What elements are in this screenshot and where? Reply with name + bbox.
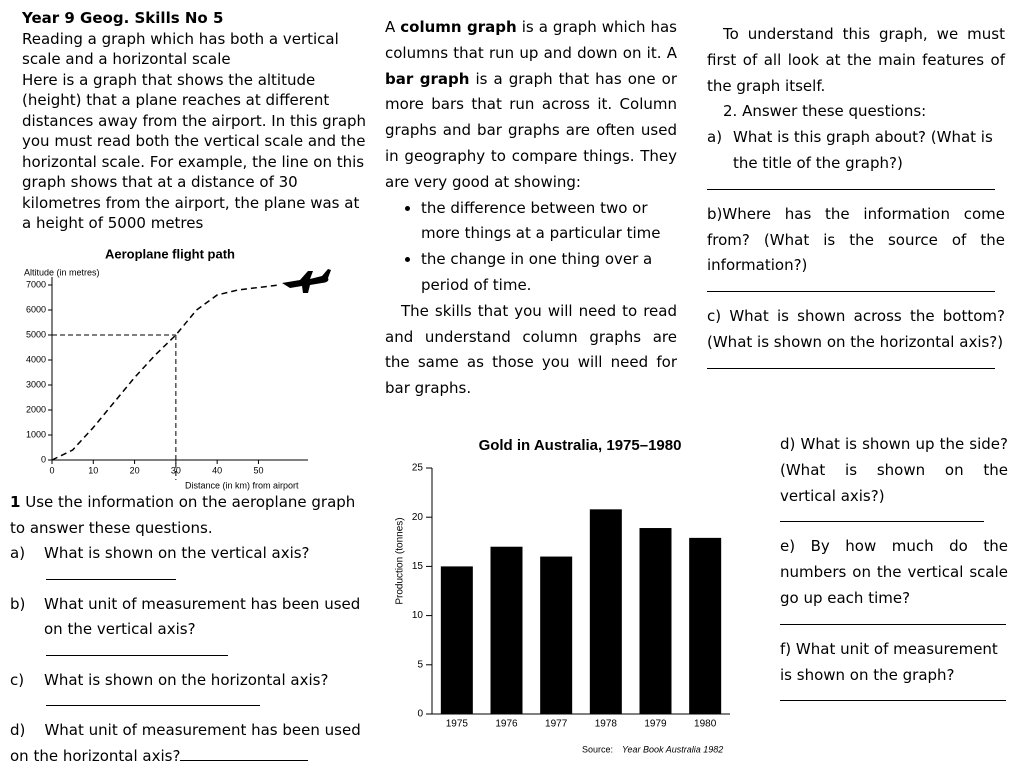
item-label: f) bbox=[780, 639, 792, 658]
y-axis-label: Altitude (in metres) bbox=[24, 267, 100, 277]
item-label: c) bbox=[10, 670, 25, 689]
term: bar graph bbox=[385, 69, 470, 88]
item-label: a) bbox=[10, 544, 26, 562]
questions-2: To understand this graph, we must first … bbox=[707, 22, 1005, 381]
plane-icon bbox=[282, 269, 331, 293]
bar bbox=[589, 509, 622, 714]
x-tick-label: 50 bbox=[253, 465, 263, 475]
subtitle: Reading a graph which has both a vertica… bbox=[22, 29, 339, 69]
y-tick-label: 7000 bbox=[26, 279, 46, 289]
y-tick-label: 6000 bbox=[26, 304, 46, 314]
y-tick-label: 3000 bbox=[26, 379, 46, 389]
source-label: Source: bbox=[582, 744, 613, 754]
y-tick-label: 15 bbox=[412, 561, 424, 572]
left-intro: Year 9 Geog. Skills No 5 Reading a graph… bbox=[22, 8, 372, 234]
answer-line bbox=[707, 364, 995, 369]
x-tick-label: 1977 bbox=[545, 719, 568, 730]
y-tick-label: 20 bbox=[412, 512, 424, 523]
item-label: d) bbox=[780, 435, 796, 453]
y-axis-label: Production (tonnes) bbox=[395, 517, 406, 604]
answer-line bbox=[46, 575, 176, 580]
source: Year Book Australia 1982 bbox=[622, 744, 723, 754]
x-tick-label: 1975 bbox=[446, 719, 469, 730]
item-label: c) bbox=[707, 307, 722, 326]
x-tick-label: 1979 bbox=[644, 719, 667, 730]
flight-line bbox=[51, 284, 280, 461]
q2-heading: 2. Answer these questions: bbox=[723, 102, 927, 121]
x-axis-label: Distance (in km) from airport bbox=[185, 480, 299, 490]
bar-chart: Gold in Australia, 1975–1980 Production (… bbox=[395, 437, 730, 754]
x-tick-label: 1978 bbox=[595, 719, 618, 730]
x-tick-label: 10 bbox=[88, 465, 98, 475]
q2-intro: To understand this graph, we must first … bbox=[707, 25, 1005, 95]
text-part: is a graph which has columns that run up… bbox=[385, 18, 677, 62]
item-label: a) bbox=[707, 128, 723, 147]
title: Year 9 Geog. Skills No 5 bbox=[22, 9, 224, 27]
x-tick-label: 1976 bbox=[495, 719, 518, 730]
y-tick-label: 5 bbox=[417, 659, 423, 670]
chart-title: Aeroplane flight path bbox=[105, 246, 235, 261]
bar bbox=[440, 566, 473, 714]
x-tick-label: 0 bbox=[49, 465, 54, 475]
questions-2-cont: d) What is shown up the side?(What is sh… bbox=[780, 432, 1008, 713]
y-tick-label: 1000 bbox=[26, 429, 46, 439]
term: column graph bbox=[400, 18, 517, 36]
column-text: A column graph is a graph which has colu… bbox=[385, 15, 677, 402]
y-tick-label: 10 bbox=[412, 610, 424, 621]
item-text: By how much do the numbers on the vertic… bbox=[780, 537, 1008, 607]
item-text: What is this graph about? (What is the t… bbox=[733, 128, 993, 172]
answer-line bbox=[707, 185, 995, 190]
questions-1: 1 Use the information on the aeroplane g… bbox=[10, 490, 365, 769]
intro: Here is a graph that shows the altitude … bbox=[22, 70, 367, 233]
item-label: b) bbox=[10, 594, 26, 613]
text-part: A bbox=[385, 18, 401, 36]
answer-line bbox=[780, 620, 1006, 625]
bullet: the difference between two or more thing… bbox=[421, 196, 677, 248]
x-tick-label: 20 bbox=[130, 465, 140, 475]
bar bbox=[540, 556, 573, 714]
item-label: e) bbox=[780, 537, 796, 556]
y-tick-label: 0 bbox=[417, 709, 423, 720]
item-text: What unit of measurement has been used o… bbox=[44, 594, 361, 639]
text-part: is a graph that has one or more bars tha… bbox=[385, 69, 677, 191]
question-lead: Use the information on the aeroplane gra… bbox=[10, 493, 356, 537]
item-label: d) bbox=[10, 721, 26, 739]
item-text: What is shown up the side?(What is shown… bbox=[780, 435, 1008, 505]
item-text: What is shown on the vertical axis? bbox=[44, 544, 310, 562]
y-tick-label: 4000 bbox=[26, 354, 46, 364]
answer-line bbox=[46, 651, 228, 656]
item-text: What is shown on the horizontal axis? bbox=[44, 670, 329, 689]
item-text: What is shown across the bottom?(What is… bbox=[707, 307, 1005, 351]
y-tick-label: 5000 bbox=[26, 329, 46, 339]
item-text: What unit of measurement is shown on the… bbox=[780, 639, 998, 684]
item-text: What unit of measurement has been used o… bbox=[10, 721, 361, 765]
bar bbox=[639, 528, 672, 714]
x-tick-label: 40 bbox=[212, 465, 222, 475]
bar bbox=[490, 546, 523, 714]
bar bbox=[689, 537, 722, 714]
answer-line bbox=[780, 517, 984, 523]
x-tick-label: 30 bbox=[171, 465, 181, 475]
answer-line bbox=[46, 701, 260, 706]
question-number: 1 bbox=[10, 493, 21, 511]
chart-title: Gold in Australia, 1975–1980 bbox=[479, 437, 682, 454]
item-text: Where has the information come from? (Wh… bbox=[707, 204, 1005, 275]
y-tick-label: 2000 bbox=[26, 404, 46, 414]
y-tick-label: 25 bbox=[412, 463, 424, 474]
answer-line bbox=[707, 287, 995, 293]
item-label: b) bbox=[707, 204, 723, 223]
bullet: the change in one thing over a period of… bbox=[421, 247, 677, 299]
answer-line bbox=[780, 696, 1006, 702]
y-tick-label: 0 bbox=[41, 454, 46, 464]
answer-line bbox=[180, 759, 309, 761]
line-chart: Aeroplane flight path Altitude (in metres… bbox=[24, 246, 331, 490]
x-tick-label: 1980 bbox=[694, 719, 717, 730]
closing: The skills that you will need to read an… bbox=[385, 301, 677, 398]
